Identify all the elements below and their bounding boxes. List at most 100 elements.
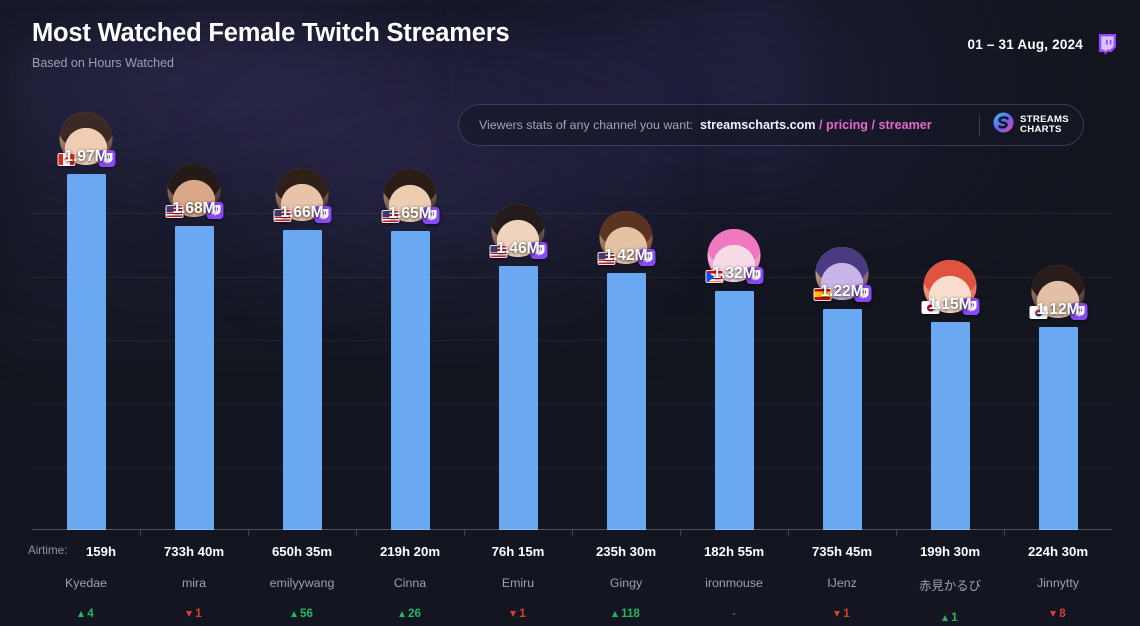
twitch-platform-badge-icon (422, 207, 440, 224)
rank-change-up-arrow-icon (78, 610, 85, 617)
footer-column[interactable]: 219h 20m Cinna 26 (356, 536, 464, 622)
country-flag-icon (705, 270, 724, 283)
twitch-platform-badge-icon (314, 206, 332, 223)
bar-column[interactable]: 1.46M (464, 150, 572, 530)
promo-link-domain[interactable]: streamscharts.com (699, 118, 816, 132)
airtime-value: 76h 15m (491, 544, 545, 559)
bar-chart: 1.97M 1.68M (32, 112, 1112, 536)
footer-column[interactable]: 735h 45m IJenz 1 (788, 536, 896, 622)
bar[interactable] (930, 322, 970, 530)
twitch-platform-badge-icon (530, 242, 548, 259)
rank-change-down-arrow-icon (1050, 610, 1057, 617)
streamer-name[interactable]: Kyedae (64, 576, 108, 590)
streamer-avatar-wrap[interactable] (273, 168, 332, 223)
twitch-platform-badge-icon (962, 298, 980, 315)
streamscharts-wordmark: STREAMS CHARTS (1019, 113, 1069, 135)
streamer-avatar-wrap[interactable] (381, 169, 440, 224)
streamer-name[interactable]: Gingy (609, 576, 643, 590)
page-title: Most Watched Female Twitch Streamers (32, 19, 510, 47)
background-panel-ghost (10, 42, 670, 352)
streamer-avatar-wrap[interactable] (813, 247, 872, 302)
airtime-value: 199h 30m (919, 544, 981, 559)
bar[interactable] (1038, 327, 1078, 530)
bar-value-label: 1.22M (820, 283, 864, 300)
promo-divider (978, 114, 980, 136)
rank-change-value: 1 (951, 611, 958, 624)
bar-column[interactable]: 1.12M (1004, 150, 1112, 530)
country-flag-icon (489, 245, 508, 258)
bar-column[interactable]: 1.66M (248, 150, 356, 530)
bar-column[interactable]: 1.42M (572, 150, 680, 530)
rank-change-up-arrow-icon (942, 614, 949, 621)
background-panel-ghost-secondary (470, 0, 800, 180)
bar-column[interactable]: 1.65M (356, 150, 464, 530)
x-axis-tick (788, 530, 789, 536)
streamer-name[interactable]: ironmouse (705, 576, 763, 590)
airtime-value: 159h (85, 544, 117, 559)
streamer-avatar-wrap[interactable] (165, 164, 224, 219)
twitch-platform-badge-icon (746, 267, 764, 284)
streamer-name[interactable]: Cinna (393, 576, 427, 590)
bar-column[interactable]: 1.97M (32, 112, 140, 530)
bar-value-label: 1.46M (496, 240, 540, 257)
streamer-avatar-wrap[interactable] (597, 211, 656, 266)
streamer-name[interactable]: Jinnytty (1036, 576, 1079, 590)
bar[interactable] (606, 273, 646, 530)
rank-change-up-arrow-icon (399, 610, 406, 617)
date-range: 01 – 31 Aug, 2024 (967, 37, 1083, 52)
footer-column[interactable]: 199h 30m 赤見かるび 1 (896, 536, 1004, 624)
country-flag-icon (813, 288, 832, 301)
streamer-name[interactable]: IJenz (827, 576, 857, 590)
footer-column[interactable]: 733h 40m mira 1 (140, 536, 248, 622)
promo-link[interactable]: streamscharts.com / pricing / streamer (700, 118, 932, 132)
promo-banner[interactable]: Viewers stats of any channel you want: s… (458, 104, 1084, 146)
streamer-name[interactable]: emilyywang (269, 576, 335, 590)
streamer-avatar-wrap[interactable] (1029, 265, 1088, 320)
bar[interactable] (174, 226, 214, 530)
rank-change-down-arrow-icon (186, 610, 193, 617)
bar[interactable] (822, 309, 862, 530)
bar-column[interactable]: 1.32M (680, 150, 788, 530)
rank-change-value: 1 (843, 607, 850, 620)
footer-column[interactable]: 224h 30m Jinnytty 8 (1004, 536, 1112, 622)
twitch-platform-badge-icon (638, 249, 656, 266)
streamer-avatar-wrap[interactable] (921, 260, 980, 315)
streamer-name[interactable]: mira (181, 576, 207, 590)
footer-column[interactable]: 650h 35m emilyywang 56 (248, 536, 356, 622)
rank-change: 1 (510, 607, 526, 620)
bar[interactable] (390, 231, 430, 530)
streamer-avatar-wrap[interactable] (705, 229, 764, 284)
x-axis-tick (896, 530, 897, 536)
x-axis-line (32, 529, 1112, 530)
footer-column[interactable]: 182h 55m ironmouse - (680, 536, 788, 622)
gridline (32, 276, 1112, 278)
bar[interactable] (714, 291, 754, 530)
streamer-avatar-wrap[interactable] (489, 204, 548, 259)
country-flag-icon (165, 205, 184, 218)
footer-column[interactable]: 235h 30m Gingy 118 (572, 536, 680, 622)
footer-column[interactable]: Airtime: 159h Kyedae 4 (28, 536, 140, 622)
bar[interactable] (66, 174, 106, 530)
airtime-value: 733h 40m (163, 544, 225, 559)
streamer-avatar-wrap[interactable] (57, 112, 116, 167)
streamer-name[interactable]: 赤見かるび (919, 579, 981, 593)
x-axis-tick (356, 530, 357, 536)
twitch-platform-badge-icon (1070, 303, 1088, 320)
streamscharts-word-line1: STREAMS (1019, 113, 1069, 125)
footer-column[interactable]: 76h 15m Emiru 1 (464, 536, 572, 622)
streamer-name[interactable]: Emiru (501, 576, 535, 590)
promo-link-path[interactable]: / pricing / streamer (815, 118, 932, 132)
rank-change-up-arrow-icon (291, 610, 298, 617)
country-flag-icon (921, 301, 940, 314)
bar-value-label: 1.68M (172, 200, 216, 217)
rank-change-value: 4 (87, 607, 94, 620)
bar[interactable] (498, 266, 538, 530)
bar-column[interactable]: 1.15M (896, 150, 1004, 530)
bar-column[interactable]: 1.22M (788, 150, 896, 530)
page-subtitle: Based on Hours Watched (32, 55, 174, 70)
country-flag-icon (381, 210, 400, 223)
rank-change-value: 1 (195, 607, 202, 620)
rank-change: 1 (942, 611, 958, 624)
bar[interactable] (282, 230, 322, 530)
bar-column[interactable]: 1.68M (140, 150, 248, 530)
